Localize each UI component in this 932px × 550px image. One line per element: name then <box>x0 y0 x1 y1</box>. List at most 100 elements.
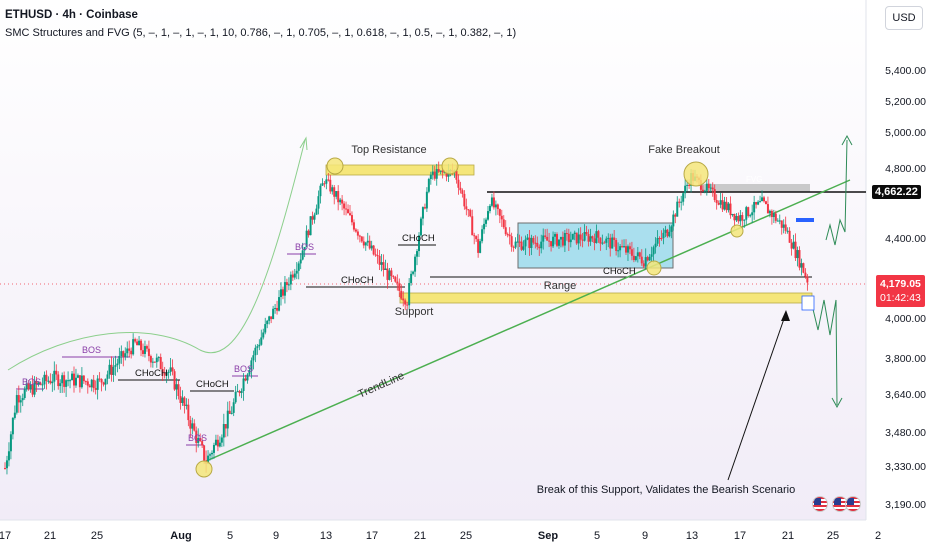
candle-body <box>305 230 308 248</box>
candle-body <box>459 187 462 191</box>
candle-body <box>565 232 568 234</box>
candle-body <box>39 382 42 385</box>
candle-body <box>106 374 109 379</box>
us-flag-icon[interactable] <box>845 496 861 512</box>
candle-body <box>376 255 379 257</box>
candle-body <box>287 284 290 286</box>
candle-body <box>114 365 117 367</box>
candle-body <box>244 378 247 381</box>
candle-body <box>475 236 478 240</box>
candle-body <box>270 316 273 320</box>
candle-body <box>640 256 643 264</box>
candle-body <box>729 203 732 216</box>
candle-body <box>802 263 805 273</box>
candle-body <box>333 187 336 197</box>
candle-body <box>701 189 704 192</box>
candle-body <box>350 215 353 223</box>
candle-body <box>65 380 68 387</box>
candle-body <box>522 246 525 250</box>
candle-body <box>118 355 121 364</box>
candle-body <box>260 337 263 345</box>
candle-body <box>17 395 20 403</box>
projection-paths <box>811 134 853 409</box>
candle-body <box>31 384 34 395</box>
candle-body <box>303 247 306 251</box>
candle-body <box>786 230 789 232</box>
candle-body <box>5 460 8 469</box>
candle-body <box>792 241 795 249</box>
range-box <box>517 222 674 269</box>
candle-body <box>149 356 152 363</box>
candle-body <box>207 455 210 464</box>
currency-button[interactable]: USD <box>885 6 923 30</box>
last-price-tag: 4,179.05 01:42:43 <box>876 275 925 307</box>
candle-body <box>272 308 275 320</box>
candle-body <box>737 215 740 222</box>
candle-body <box>672 214 675 227</box>
curve-arrowhead <box>299 136 308 151</box>
candle-body <box>238 391 241 394</box>
candle-body <box>763 197 765 202</box>
candle-body <box>366 240 369 243</box>
candle-body <box>110 364 113 375</box>
candle-body <box>717 202 720 205</box>
candle-body <box>621 246 624 248</box>
candle-body <box>388 270 391 280</box>
candle-body <box>646 257 649 261</box>
candle-body <box>504 227 507 235</box>
candle-body <box>788 230 791 243</box>
candle-body <box>437 169 440 172</box>
candle-body <box>59 383 62 387</box>
candle-body <box>142 350 144 354</box>
candle-body <box>295 270 298 274</box>
candle-body <box>469 210 472 217</box>
range-low-circle <box>646 260 662 276</box>
candle-body <box>575 232 578 244</box>
candle-body <box>23 389 26 399</box>
candle-body <box>753 202 756 213</box>
time-axis-label: 13 <box>685 530 699 542</box>
indicator-legend[interactable]: SMC Structures and FVG (5, –, 1, –, 1, –… <box>5 27 517 39</box>
candle-body <box>595 231 598 244</box>
candle-body <box>660 238 663 240</box>
candle-body <box>487 211 489 220</box>
candle-body <box>583 232 586 241</box>
candle-body <box>76 375 79 378</box>
time-axis-label: 9 <box>272 530 280 542</box>
candle-body <box>185 404 188 406</box>
plot-background <box>0 0 866 520</box>
candle-body <box>433 171 436 179</box>
candle-body <box>678 201 681 203</box>
candle-body <box>790 242 793 249</box>
candle-body <box>386 268 389 280</box>
time-axis-label: 2 <box>874 530 882 542</box>
candle-body <box>467 209 470 211</box>
candle-body <box>711 187 714 190</box>
candle-body <box>619 246 622 251</box>
candle-body <box>664 229 667 233</box>
candle-body <box>705 183 708 191</box>
candle-body <box>94 388 97 390</box>
symbol-title[interactable]: ETHUSD · 4h · Coinbase <box>5 9 138 21</box>
candle-body <box>739 215 742 222</box>
note-pointer <box>727 312 787 481</box>
candle-body <box>770 210 773 218</box>
candle-body <box>532 237 535 243</box>
candle-body <box>74 377 77 386</box>
us-flag-icon[interactable] <box>812 496 828 512</box>
candle-body <box>169 367 172 372</box>
candle-body <box>63 375 66 387</box>
candle-body <box>226 410 229 429</box>
candle-body <box>443 172 446 174</box>
candle-body <box>463 193 466 207</box>
candle-body <box>311 216 314 220</box>
candle-body <box>425 191 428 209</box>
candle-body <box>197 438 200 443</box>
candle-body <box>315 208 318 215</box>
candle-body <box>429 174 432 180</box>
candle-body <box>321 183 324 186</box>
candle-body <box>723 201 726 210</box>
candle-body <box>514 241 517 248</box>
candle-body <box>159 357 162 370</box>
